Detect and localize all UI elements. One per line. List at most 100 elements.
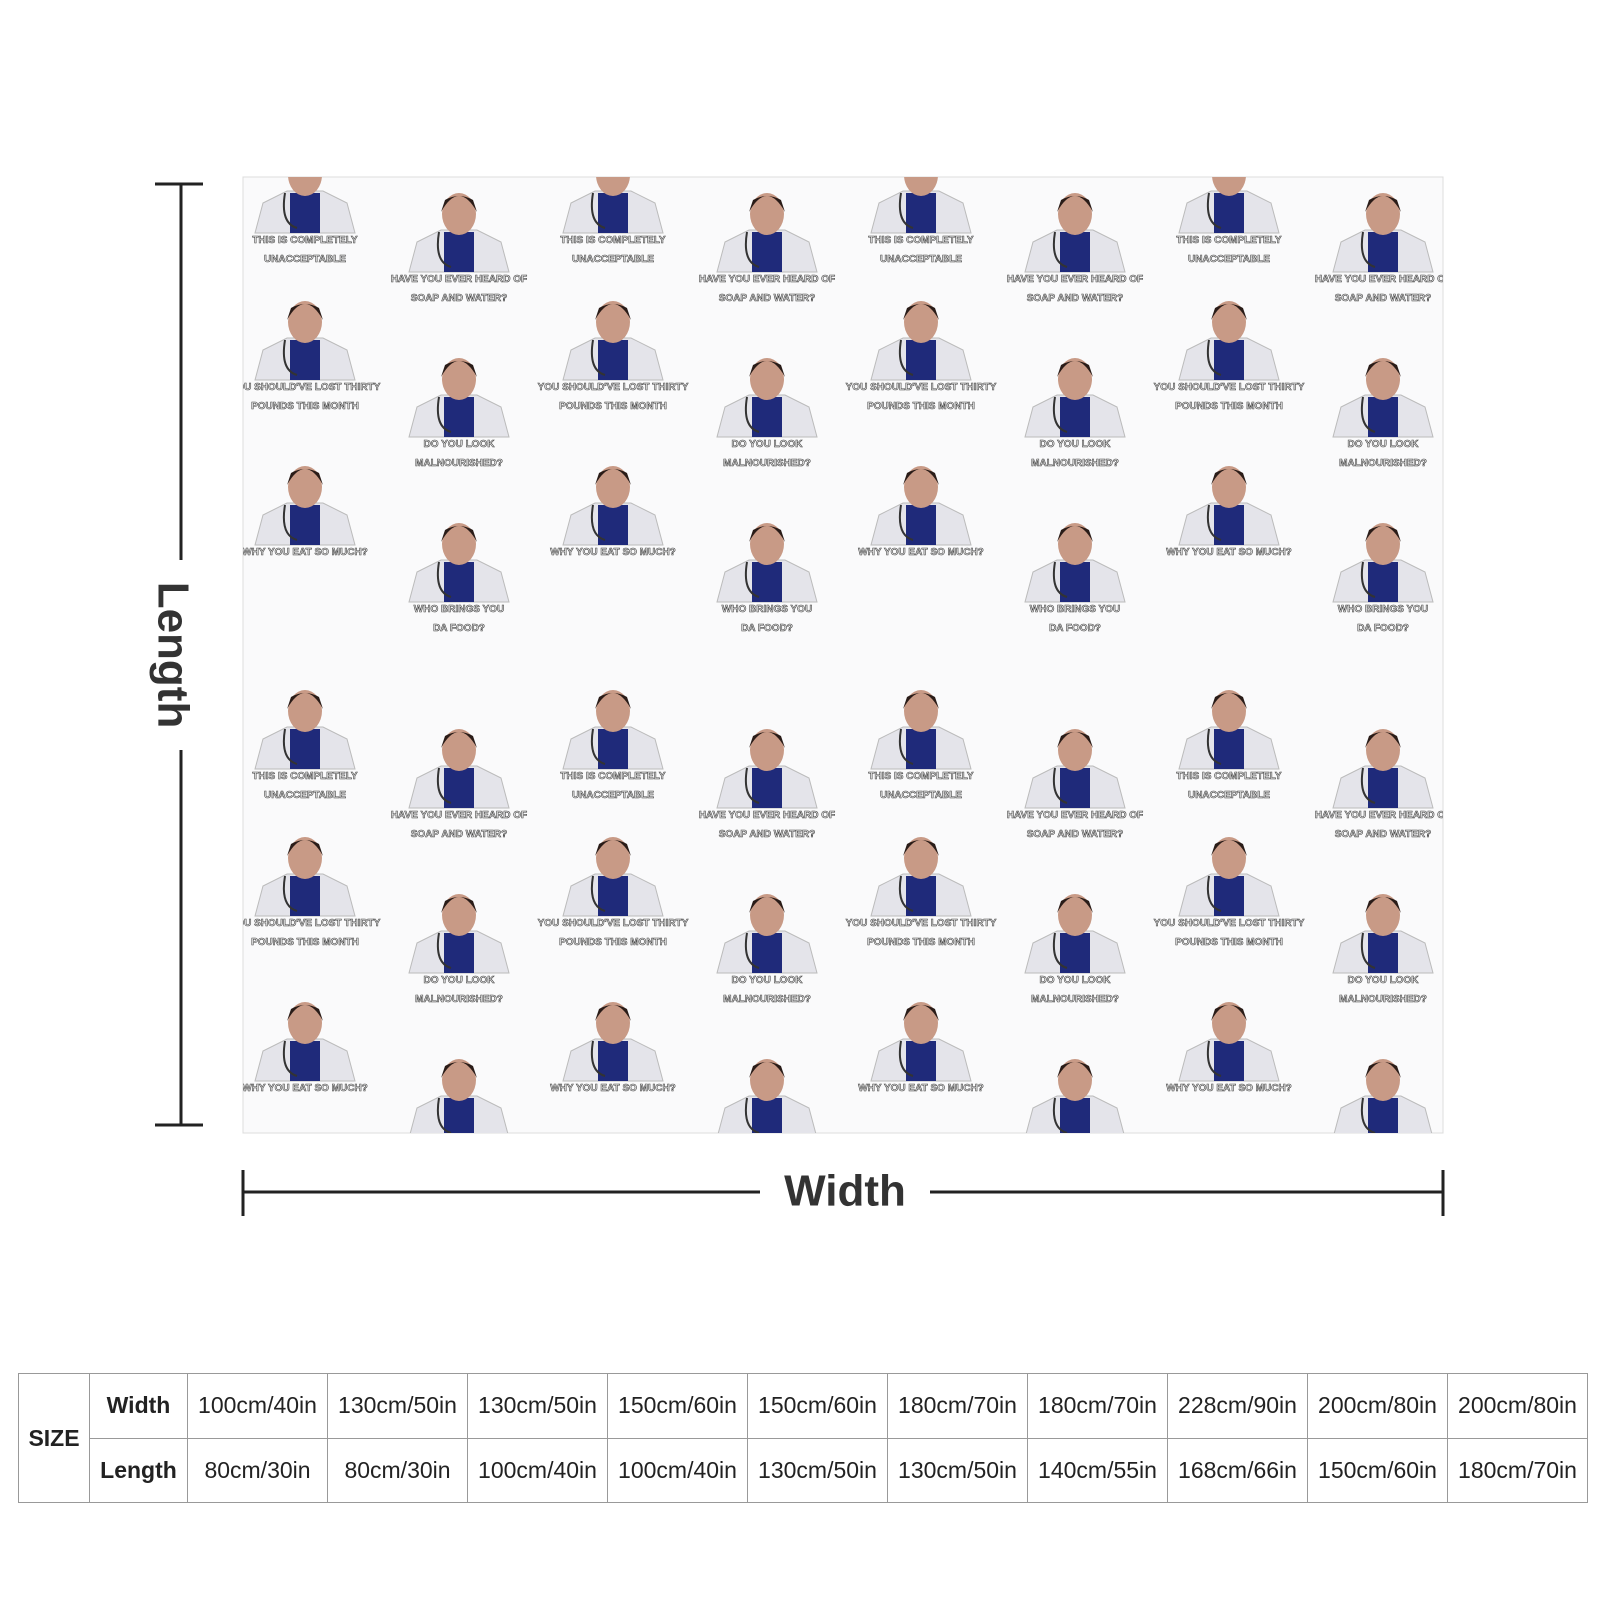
stethoscope xyxy=(744,396,760,433)
caption: DA FOOD? xyxy=(1049,623,1101,634)
doctor-figure xyxy=(870,1002,972,1082)
doctor-figure xyxy=(870,301,972,381)
shirt xyxy=(1214,340,1244,380)
size-cell: 130cm/50in xyxy=(887,1437,1028,1503)
doctor-figure xyxy=(408,358,510,438)
doctor-figure xyxy=(717,1059,817,1133)
hair xyxy=(1211,1005,1247,1021)
length-label: Length xyxy=(148,582,197,729)
size-cell: 140cm/55in xyxy=(1027,1437,1168,1503)
caption: DO YOU LOOK xyxy=(1040,975,1112,986)
face xyxy=(904,301,938,343)
face xyxy=(1058,1059,1092,1101)
size-table: SIZE Width 100cm/40in 130cm/50in 130cm/50i… xyxy=(18,1373,1588,1503)
caption: MALNOURISHED? xyxy=(1339,994,1427,1005)
face xyxy=(288,466,322,508)
caption: YOU SHOULD'VE LOST THIRTY xyxy=(846,918,997,929)
doctor-figure xyxy=(408,729,510,809)
caption: POUNDS THIS MONTH xyxy=(251,937,359,948)
stethoscope xyxy=(436,231,452,268)
row-label: Width xyxy=(89,1373,188,1439)
face xyxy=(288,690,322,732)
caption: HAVE YOU EVER HEARD OF xyxy=(699,274,835,285)
caption: DA FOOD? xyxy=(433,623,485,634)
face xyxy=(750,1059,784,1101)
caption: WHY YOU EAT SO MUCH? xyxy=(858,547,984,558)
length-indicator xyxy=(155,182,1445,1216)
face xyxy=(288,301,322,343)
hair xyxy=(749,732,785,748)
stethoscope xyxy=(1052,1097,1068,1133)
caption: SOAP AND WATER? xyxy=(411,293,507,304)
shirt xyxy=(906,1041,936,1081)
hair xyxy=(903,693,939,709)
stethoscope xyxy=(1206,875,1222,912)
size-cell: 180cm/70in xyxy=(887,1373,1028,1439)
hair xyxy=(441,196,477,212)
stethoscope xyxy=(282,504,298,541)
hair xyxy=(441,526,477,542)
stethoscope xyxy=(436,932,452,969)
caption: SOAP AND WATER? xyxy=(1027,829,1123,840)
stethoscope xyxy=(898,875,914,912)
face xyxy=(750,894,784,936)
shirt xyxy=(290,340,320,380)
caption: MALNOURISHED? xyxy=(723,458,811,469)
caption: MALNOURISHED? xyxy=(1339,458,1427,469)
caption: THIS IS COMPLETELY xyxy=(252,771,358,782)
shirt xyxy=(1368,933,1398,973)
row-label: Length xyxy=(89,1437,188,1503)
hair xyxy=(287,304,323,320)
caption: HAVE YOU EVER HEARD OF xyxy=(391,810,527,821)
caption: THIS IS COMPLETELY xyxy=(560,235,666,246)
caption: DO YOU LOOK xyxy=(1040,439,1112,450)
hair xyxy=(749,1062,785,1078)
caption: WHO BRINGS YOU xyxy=(1338,1140,1428,1151)
caption: HAVE YOU EVER HEARD OF xyxy=(699,810,835,821)
face xyxy=(904,1002,938,1044)
caption: UNACCEPTABLE xyxy=(1188,254,1270,265)
shirt xyxy=(598,729,628,769)
face xyxy=(750,523,784,565)
size-cell: 130cm/50in xyxy=(327,1373,468,1439)
caption: MALNOURISHED? xyxy=(415,994,503,1005)
shirt xyxy=(1060,397,1090,437)
shirt xyxy=(1368,232,1398,272)
caption: WHY YOU EAT SO MUCH? xyxy=(550,547,676,558)
shirt xyxy=(1368,1098,1398,1133)
shirt xyxy=(290,1041,320,1081)
shirt xyxy=(444,1098,474,1133)
doctor-figure xyxy=(716,894,818,974)
table-row: Length 80cm/30in 80cm/30in 100cm/40in 100cm… xyxy=(19,1437,1588,1503)
caption: SOAP AND WATER? xyxy=(1335,293,1431,304)
doctor-figure xyxy=(1333,1059,1433,1133)
shirt xyxy=(1060,1098,1090,1133)
doctor-figure xyxy=(1024,894,1126,974)
hair xyxy=(903,157,939,173)
caption: WHY YOU EAT SO MUCH? xyxy=(242,1083,368,1094)
hair xyxy=(595,304,631,320)
caption: MALNOURISHED? xyxy=(723,994,811,1005)
hair xyxy=(287,469,323,485)
doctor-figure xyxy=(254,301,356,381)
face xyxy=(1366,729,1400,771)
caption: MALNOURISHED? xyxy=(1031,994,1119,1005)
caption: UNACCEPTABLE xyxy=(572,790,654,801)
stethoscope xyxy=(282,339,298,376)
size-header: SIZE xyxy=(18,1373,90,1503)
hair xyxy=(1057,1062,1093,1078)
hair xyxy=(287,840,323,856)
doctor-figure xyxy=(1332,894,1434,974)
caption: POUNDS THIS MONTH xyxy=(1175,937,1283,948)
face xyxy=(1366,193,1400,235)
caption: POUNDS THIS MONTH xyxy=(1175,401,1283,412)
stethoscope xyxy=(436,396,452,433)
caption: DO YOU LOOK xyxy=(1348,975,1420,986)
doctor-figure xyxy=(408,523,510,603)
doctor-figure xyxy=(254,837,356,917)
doctor-figure xyxy=(254,690,356,770)
hair xyxy=(1211,469,1247,485)
table-row: SIZE Width 100cm/40in 130cm/50in 130cm/50i… xyxy=(18,1373,1588,1503)
face xyxy=(442,729,476,771)
